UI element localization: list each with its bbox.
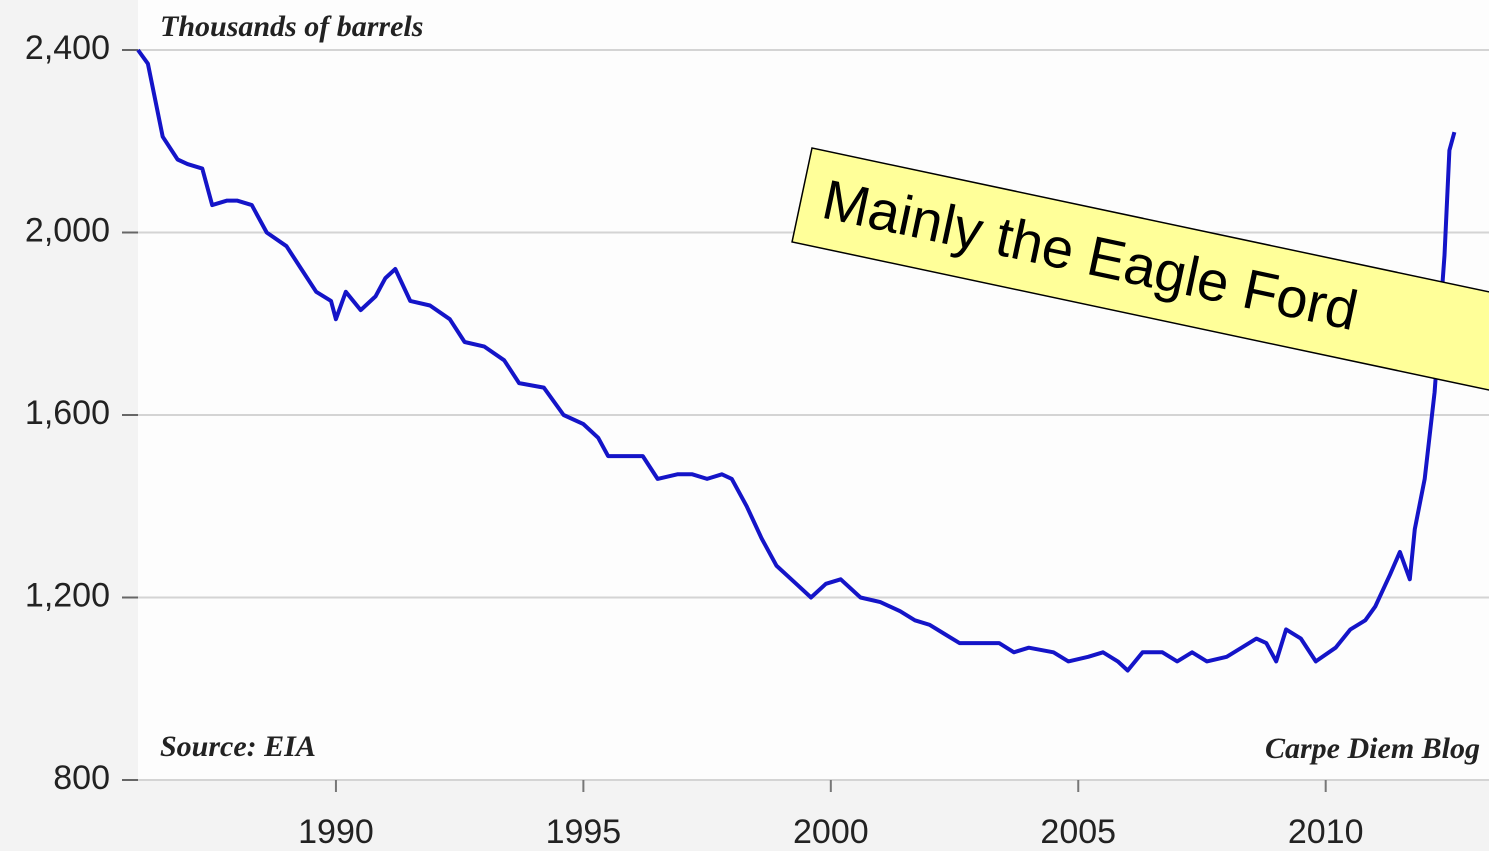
x-tick-label: 2005 — [1040, 813, 1116, 851]
y-tick-label: 2,400 — [25, 29, 110, 67]
y-axis-label: Thousands of barrels — [160, 10, 423, 43]
y-tick-label: 1,200 — [25, 576, 110, 614]
annotation-box — [791, 147, 1489, 414]
y-tick-label: 2,000 — [25, 211, 110, 249]
x-tick-label: 2000 — [793, 813, 869, 851]
x-tick-label: 1995 — [546, 813, 622, 851]
y-tick-label: 800 — [53, 759, 110, 797]
y-tick-label: 1,600 — [25, 394, 110, 432]
series-line — [136, 48, 1457, 673]
plot-area — [138, 0, 1489, 780]
x-tick-label: 2010 — [1288, 813, 1364, 851]
credit: Carpe Diem Blog — [1265, 732, 1480, 765]
x-tick-label: 1990 — [298, 813, 374, 851]
plot: 800 1,200 1,600 2,000 2,400 1990 1995 2000 2005 2… — [25, 29, 1489, 851]
source: Source: EIA — [160, 730, 316, 763]
